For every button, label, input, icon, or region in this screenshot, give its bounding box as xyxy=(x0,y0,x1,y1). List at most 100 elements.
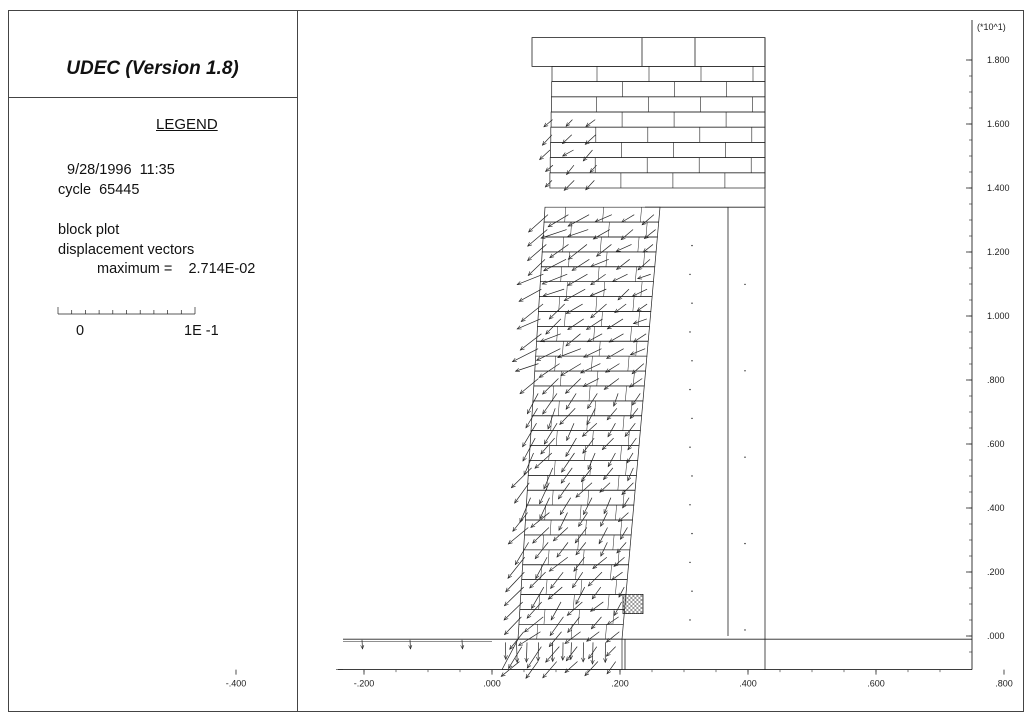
displacement-vector-head xyxy=(566,233,573,238)
displacement-vector-head xyxy=(607,462,612,468)
displacement-vector-head xyxy=(524,657,529,663)
displacement-vector xyxy=(602,437,614,450)
displacement-vector-head xyxy=(617,517,623,523)
displacement-vector-head xyxy=(508,664,513,670)
displacement-vector-head xyxy=(526,663,532,669)
displacement-vector-head xyxy=(636,275,643,280)
displacement-vector-head xyxy=(581,432,587,437)
displacement-vector xyxy=(530,512,550,528)
displacement-vector xyxy=(528,214,549,233)
displacement-vector xyxy=(586,631,600,642)
displacement-vector-head xyxy=(606,669,611,675)
displacement-vector xyxy=(580,363,601,374)
displacement-vector xyxy=(616,244,632,252)
displacement-vector-head xyxy=(608,338,614,343)
displacement-vector xyxy=(594,214,612,223)
x-tick-label: .200 xyxy=(611,679,629,689)
displacement-vector xyxy=(527,244,547,261)
leaning-course xyxy=(533,370,646,387)
course-joint xyxy=(562,341,564,357)
displacement-vector xyxy=(606,631,620,643)
displacement-vector xyxy=(542,134,553,146)
displacement-vector-head xyxy=(540,449,545,455)
course-joint xyxy=(582,549,585,565)
displacement-vector-head xyxy=(543,439,549,445)
displacement-vector-head xyxy=(590,313,596,319)
displacement-vector-head xyxy=(580,477,586,483)
displacement-vector-head xyxy=(534,464,540,469)
displacement-vector xyxy=(581,467,593,482)
displacement-vector xyxy=(543,423,558,445)
displacement-vector xyxy=(613,557,625,567)
displacement-vector-head xyxy=(561,139,567,145)
displacement-vector xyxy=(600,542,608,557)
displacement-vector-head xyxy=(572,583,577,589)
wall-course xyxy=(549,157,766,174)
course-joint xyxy=(625,460,628,476)
course-joint xyxy=(593,326,595,342)
displacement-vector-head xyxy=(558,525,563,531)
displacement-vector-head xyxy=(512,526,517,532)
displacement-vector-head xyxy=(559,510,565,516)
displacement-vector xyxy=(607,452,616,467)
displacement-vector xyxy=(606,646,616,657)
displacement-vector-head xyxy=(582,448,587,454)
displacement-vector-head xyxy=(575,599,580,605)
displacement-vector-head xyxy=(594,218,600,223)
y-tick-label: .400 xyxy=(987,503,1005,513)
displacement-vector-head xyxy=(507,539,513,545)
displacement-vector xyxy=(574,527,588,544)
displacement-vector xyxy=(590,273,606,286)
hatch-line xyxy=(622,594,628,599)
displacement-vector xyxy=(461,639,463,649)
displacement-vector-head xyxy=(539,155,544,161)
leaning-course xyxy=(517,623,624,640)
displacement-vector-head xyxy=(564,639,570,644)
displacement-vector-head xyxy=(542,292,548,297)
displacement-vector xyxy=(547,408,556,430)
hatch-line xyxy=(631,594,644,606)
displacement-vector-head xyxy=(545,167,550,172)
displacement-vector-head xyxy=(590,624,596,630)
displacement-vector xyxy=(515,363,539,372)
displacement-vector-head xyxy=(575,550,581,556)
backfill-point xyxy=(689,273,691,276)
displacement-vector-head xyxy=(604,368,610,373)
course-joint xyxy=(579,505,582,521)
course-joint xyxy=(627,356,630,372)
displacement-vector-head xyxy=(556,552,561,558)
displacement-vector-head xyxy=(606,325,612,330)
course-joint xyxy=(617,475,620,491)
displacement-vector-head xyxy=(622,503,627,509)
leaning-course xyxy=(532,385,645,402)
displacement-vector-head xyxy=(523,627,529,633)
course-joint xyxy=(558,296,560,312)
displacement-vector xyxy=(633,333,647,343)
displacement-vector-head xyxy=(536,656,541,662)
displacement-vector-head xyxy=(525,423,530,429)
wall-course xyxy=(551,66,766,82)
displacement-vector xyxy=(409,639,411,649)
displacement-vector-head xyxy=(460,645,465,650)
legend-block-plot: block plot xyxy=(58,222,120,238)
displacement-vector-head xyxy=(621,490,627,496)
displacement-vector-head xyxy=(585,185,590,191)
displacement-vector-head xyxy=(565,122,570,127)
displacement-vector xyxy=(603,378,620,390)
displacement-vector-head xyxy=(589,292,595,297)
displacement-vector xyxy=(620,527,628,540)
displacement-vector-head xyxy=(516,281,522,286)
displacement-vector-head xyxy=(548,314,554,320)
course-joint xyxy=(620,520,623,535)
legend-date-time: 9/28/1996 11:35 xyxy=(67,162,175,178)
displacement-vector xyxy=(542,273,568,285)
y-axis-multiplier: (*10^1) xyxy=(977,22,1006,32)
displacement-vector-head xyxy=(547,424,552,430)
displacement-vector-head xyxy=(543,484,548,490)
displacement-vector-head xyxy=(571,266,577,271)
y-tick-label: 1.400 xyxy=(987,183,1010,193)
displacement-vector xyxy=(621,482,634,495)
backfill-point xyxy=(689,388,691,391)
displacement-vector-head xyxy=(628,383,634,388)
backfill-point xyxy=(691,590,693,592)
